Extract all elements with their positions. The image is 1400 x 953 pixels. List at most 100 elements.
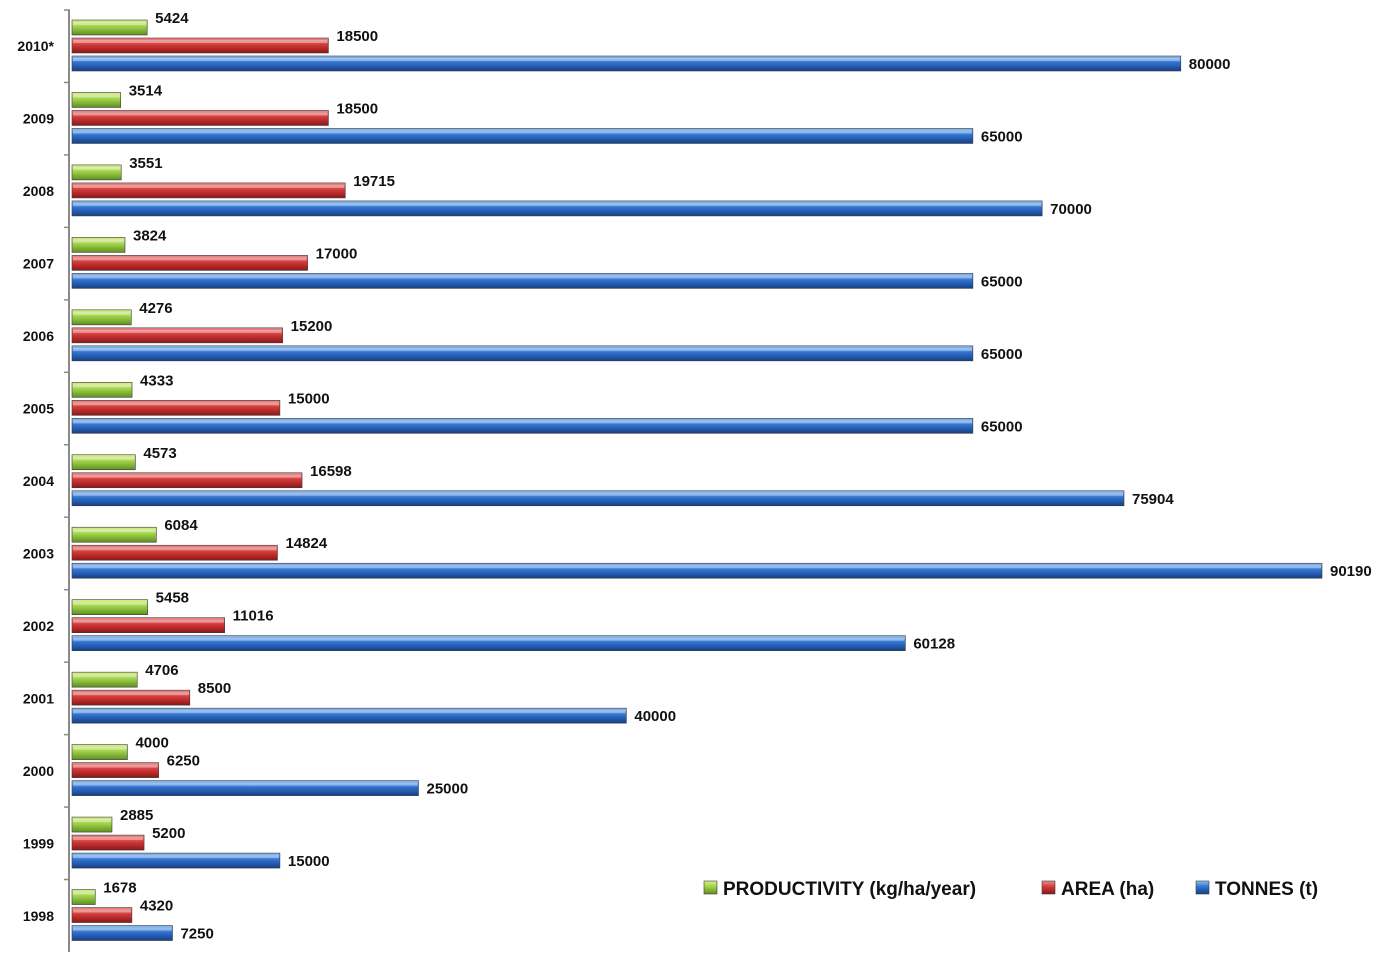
data-label-area-2: 19715: [353, 173, 395, 190]
bar-highlight-tonnes-5: [73, 420, 972, 424]
bar-highlight-productivity-8: [73, 601, 147, 605]
bar-productivity-1: [71, 92, 122, 108]
bar-productivity-8: [71, 599, 148, 615]
data-label-area-4: 15200: [291, 318, 333, 335]
bar-highlight-productivity-7: [73, 529, 156, 533]
bar-highlight-tonnes-0: [73, 58, 1180, 61]
data-label-productivity-8: 5458: [156, 590, 189, 607]
bar-highlight-area-2: [73, 184, 345, 188]
data-label-area-12: 4320: [140, 898, 173, 915]
y-tick-label-9: 2001: [23, 690, 54, 706]
legend-label-area: AREA (ha): [1061, 879, 1154, 900]
bar-area-12: [71, 907, 133, 923]
y-tick-label-2: 2008: [23, 183, 54, 199]
data-label-tonnes-8: 60128: [913, 636, 955, 653]
bars-layer: [71, 19, 1323, 941]
legend-swatch-productivity: [703, 880, 718, 895]
data-label-productivity-4: 4276: [139, 300, 172, 317]
data-label-productivity-1: 3514: [129, 82, 163, 99]
bar-tonnes-9: [71, 707, 627, 724]
bar-productivity-2: [71, 164, 122, 181]
data-label-tonnes-12: 7250: [180, 926, 213, 943]
bar-area-10: [71, 762, 159, 778]
y-axis: 2010* 2009 2008 2007 2006 2005 2004 2003 2002 200…: [17, 9, 70, 952]
bar-tonnes-7: [71, 562, 1323, 579]
data-label-area-10: 6250: [167, 753, 200, 770]
data-label-tonnes-2: 70000: [1050, 201, 1092, 218]
bar-highlight-tonnes-6: [73, 492, 1124, 496]
bar-tonnes-4: [71, 345, 974, 362]
bar-highlight-tonnes-7: [73, 565, 1321, 569]
legend-label-productivity: PRODUCTIVITY (kg/ha/year): [723, 879, 976, 900]
data-label-area-0: 18500: [336, 28, 378, 45]
data-label-area-9: 8500: [198, 680, 231, 697]
bar-tonnes-6: [71, 490, 1125, 507]
bar-tonnes-0: [71, 55, 1182, 72]
bar-area-4: [71, 327, 283, 344]
data-label-area-8: 11016: [233, 608, 274, 625]
data-label-tonnes-3: 65000: [981, 273, 1023, 290]
y-tick-label-7: 2003: [23, 545, 54, 561]
labels-layer: 5424 18500 80000 3514 18500 65000 3551 19715 700…: [103, 10, 1371, 943]
data-label-area-3: 17000: [316, 245, 358, 262]
bar-highlight-productivity-1: [73, 94, 120, 98]
bar-highlight-productivity-0: [73, 22, 147, 25]
bar-area-1: [71, 110, 329, 126]
data-label-area-7: 14824: [285, 535, 327, 552]
y-tick-label-12: 1998: [23, 908, 54, 924]
bar-highlight-tonnes-9: [73, 710, 626, 714]
bar-area-0: [71, 37, 329, 54]
bar-productivity-5: [71, 382, 133, 398]
bar-productivity-7: [71, 526, 157, 543]
bar-highlight-tonnes-8: [73, 637, 905, 641]
legend-label-tonnes: TONNES (t): [1215, 879, 1318, 900]
data-label-productivity-2: 3551: [129, 155, 162, 172]
data-label-productivity-5: 4333: [140, 372, 173, 389]
bar-highlight-area-10: [73, 764, 158, 768]
y-tick-label-8: 2002: [23, 618, 54, 634]
bar-highlight-productivity-2: [73, 166, 121, 170]
bar-productivity-3: [71, 237, 126, 253]
bar-highlight-area-8: [73, 619, 224, 623]
bar-tonnes-5: [71, 418, 974, 434]
bar-highlight-tonnes-3: [73, 275, 972, 279]
data-label-productivity-0: 5424: [155, 10, 189, 27]
legend: PRODUCTIVITY (kg/ha/year) AREA (ha) TONNES…: [703, 879, 1318, 900]
bar-tonnes-11: [71, 852, 281, 869]
bar-highlight-tonnes-10: [73, 782, 418, 786]
bar-highlight-area-0: [73, 40, 328, 43]
data-label-productivity-6: 4573: [143, 445, 176, 462]
data-label-productivity-12: 1678: [103, 880, 136, 897]
bar-productivity-9: [71, 671, 138, 688]
y-tick-label-5: 2005: [23, 401, 54, 417]
bar-area-8: [71, 617, 225, 633]
bar-highlight-productivity-4: [73, 311, 131, 315]
bar-tonnes-3: [71, 273, 974, 289]
data-label-area-11: 5200: [152, 825, 185, 842]
data-label-area-5: 15000: [288, 390, 330, 407]
legend-swatch-tonnes: [1195, 880, 1210, 895]
bar-highlight-tonnes-1: [73, 130, 972, 134]
bar-highlight-area-5: [73, 402, 279, 406]
bar-highlight-tonnes-4: [73, 347, 972, 351]
data-label-tonnes-9: 40000: [634, 708, 676, 725]
bar-tonnes-2: [71, 200, 1043, 217]
bar-highlight-productivity-3: [73, 239, 124, 243]
bar-productivity-6: [71, 454, 136, 471]
data-label-tonnes-6: 75904: [1132, 491, 1174, 508]
bar-area-6: [71, 472, 303, 489]
bar-highlight-productivity-10: [73, 746, 127, 750]
bar-highlight-productivity-9: [73, 674, 137, 678]
bar-area-9: [71, 689, 191, 706]
bar-area-11: [71, 834, 145, 851]
data-label-productivity-11: 2885: [120, 807, 153, 824]
data-label-productivity-10: 4000: [135, 735, 168, 752]
bar-highlight-area-4: [73, 329, 282, 333]
bar-highlight-area-6: [73, 474, 302, 478]
bar-area-5: [71, 400, 281, 416]
data-label-tonnes-10: 25000: [426, 781, 468, 798]
y-tick-label-6: 2004: [23, 473, 54, 489]
y-tick-label-11: 1999: [23, 835, 54, 851]
bar-area-2: [71, 182, 346, 199]
bar-productivity-4: [71, 309, 132, 326]
